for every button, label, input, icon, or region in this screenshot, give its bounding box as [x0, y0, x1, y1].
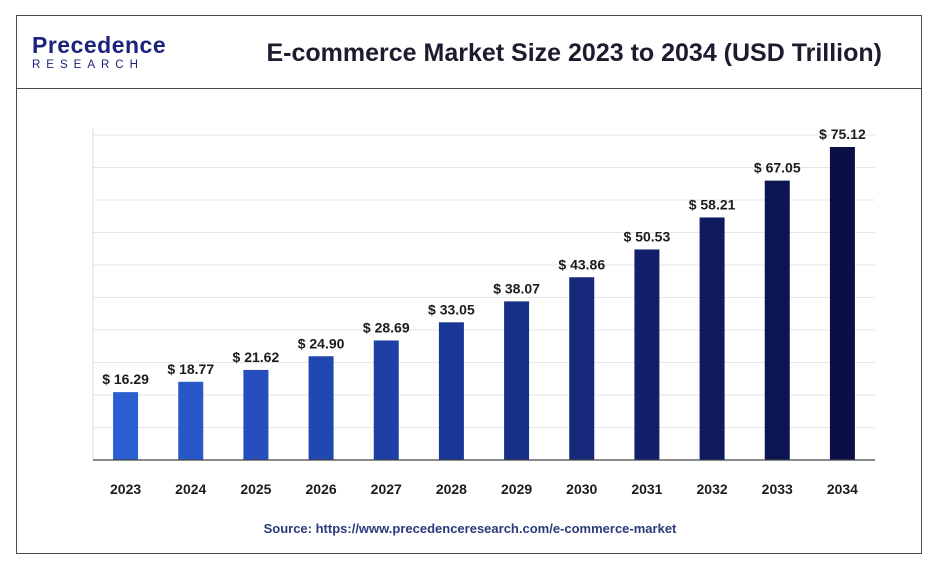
bar-2030 — [569, 277, 595, 460]
x-tick-2031: 2031 — [631, 481, 662, 497]
x-tick-2028: 2028 — [436, 481, 467, 497]
bar-2027 — [373, 340, 399, 460]
value-label-2024: $ 18.77 — [167, 361, 214, 377]
bar-2028 — [438, 322, 464, 460]
x-tick-2034: 2034 — [827, 481, 858, 497]
value-label-2032: $ 58.21 — [689, 196, 736, 212]
value-label-2034: $ 75.12 — [819, 126, 866, 142]
value-label-2023: $ 16.29 — [102, 371, 149, 387]
x-tick-2023: 2023 — [110, 481, 141, 497]
value-label-2027: $ 28.69 — [363, 319, 410, 335]
x-tick-2025: 2025 — [240, 481, 271, 497]
value-label-2026: $ 24.90 — [298, 335, 345, 351]
x-tick-2030: 2030 — [566, 481, 597, 497]
logo: Precedence RESEARCH — [32, 33, 166, 72]
x-tick-2026: 2026 — [306, 481, 337, 497]
bar-2023 — [113, 392, 139, 460]
bar-2024 — [178, 381, 204, 460]
bar-2034 — [829, 147, 855, 460]
value-label-2033: $ 67.05 — [754, 160, 801, 176]
logo-sub-text: RESEARCH — [32, 59, 144, 71]
source-note: Source: https://www.precedenceresearch.c… — [263, 521, 677, 536]
value-labels: $ 16.29 $ 18.77 $ 21.62 $ 24.90 $ 28.69 $ 33.… — [102, 126, 866, 387]
value-label-2025: $ 21.62 — [233, 349, 280, 365]
x-tick-2027: 2027 — [371, 481, 402, 497]
x-tick-2029: 2029 — [501, 481, 532, 497]
x-tick-2024: 2024 — [175, 481, 206, 497]
bar-2033 — [764, 180, 790, 460]
bar-2031 — [634, 249, 660, 460]
bar-2032 — [699, 217, 725, 460]
bar-2026 — [308, 356, 334, 460]
bar-2029 — [504, 301, 530, 460]
bar-2025 — [243, 369, 269, 460]
bars — [113, 147, 855, 460]
value-label-2029: $ 38.07 — [493, 280, 540, 296]
chart-title: E-commerce Market Size 2023 to 2034 (USD… — [266, 39, 882, 67]
logo-main-text: Precedence — [32, 32, 167, 58]
value-label-2031: $ 50.53 — [624, 228, 671, 244]
x-tick-labels: 2023 2024 2025 2026 2027 2028 2029 2030 2031 2032… — [110, 481, 858, 497]
x-tick-2032: 2032 — [697, 481, 728, 497]
x-tick-2033: 2033 — [762, 481, 793, 497]
header: Precedence RESEARCH E-commerce Market Si… — [16, 15, 922, 89]
grid-lines — [92, 128, 875, 461]
value-label-2028: $ 33.05 — [428, 301, 475, 317]
value-label-2030: $ 43.86 — [558, 256, 605, 272]
